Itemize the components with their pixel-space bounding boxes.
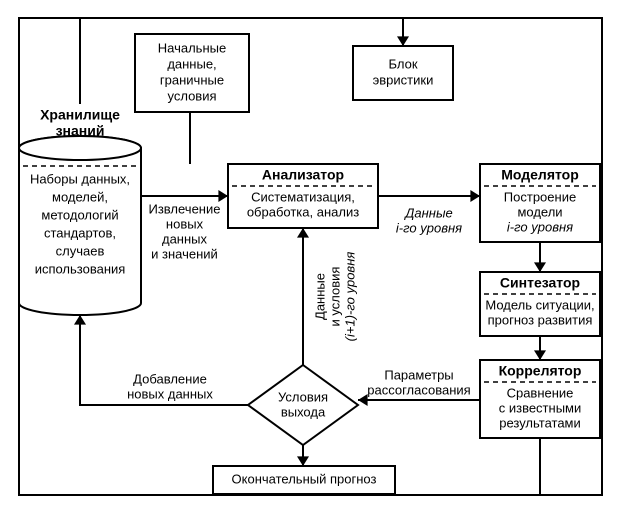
svg-text:новых данных: новых данных <box>127 386 213 401</box>
svg-text:Блок: Блок <box>388 56 417 71</box>
svg-text:Систематизация,: Систематизация, <box>251 189 355 204</box>
svg-text:Окончательный прогноз: Окончательный прогноз <box>232 471 377 486</box>
svg-text:Извлечение: Извлечение <box>149 201 221 216</box>
svg-text:данных: данных <box>162 231 208 246</box>
svg-text:данные,: данные, <box>167 56 216 71</box>
svg-text:Параметры: Параметры <box>384 367 453 382</box>
svg-text:результатами: результатами <box>499 415 581 430</box>
svg-text:Начальные: Начальные <box>158 40 226 55</box>
svg-text:выхода: выхода <box>281 404 326 419</box>
svg-text:новых: новых <box>166 216 204 231</box>
svg-text:эвристики: эвристики <box>373 72 434 87</box>
svg-text:прогноз развития: прогноз развития <box>488 312 593 327</box>
storage-title: знаний <box>56 123 105 139</box>
svg-text:Добавление: Добавление <box>133 371 207 386</box>
svg-text:(i+1)-го уровня: (i+1)-го уровня <box>342 252 357 342</box>
svg-text:стандартов,: стандартов, <box>44 225 116 240</box>
svg-text:i-го уровня: i-го уровня <box>396 220 462 235</box>
node-analyzer-title: Анализатор <box>262 167 344 183</box>
svg-text:Данные: Данные <box>403 205 453 220</box>
svg-text:Наборы данных,: Наборы данных, <box>30 171 130 186</box>
svg-text:Построение: Построение <box>504 189 576 204</box>
svg-text:и условия: и условия <box>327 267 342 327</box>
svg-text:Модель ситуации,: Модель ситуации, <box>485 297 594 312</box>
svg-text:модели: модели <box>517 204 562 219</box>
svg-text:i-го уровня: i-го уровня <box>507 219 573 234</box>
svg-text:случаев: случаев <box>56 243 105 258</box>
svg-text:использования: использования <box>35 261 126 276</box>
node-corr-title: Коррелятор <box>499 363 582 379</box>
svg-text:моделей,: моделей, <box>52 189 108 204</box>
svg-text:Данные: Данные <box>312 273 327 320</box>
node-modeler-title: Моделятор <box>501 167 579 183</box>
storage-title: Хранилище <box>40 107 120 123</box>
svg-text:методологий: методологий <box>41 207 118 222</box>
svg-text:с известными: с известными <box>499 400 582 415</box>
svg-text:и значений: и значений <box>151 246 218 261</box>
svg-text:обработка, анализ: обработка, анализ <box>247 204 359 219</box>
svg-text:граничные: граничные <box>160 72 224 87</box>
svg-text:Сравнение: Сравнение <box>507 385 574 400</box>
svg-text:условия: условия <box>167 88 216 103</box>
svg-text:рассогласования: рассогласования <box>367 382 470 397</box>
svg-text:Условия: Условия <box>278 389 328 404</box>
node-synth-title: Синтезатор <box>500 275 580 291</box>
